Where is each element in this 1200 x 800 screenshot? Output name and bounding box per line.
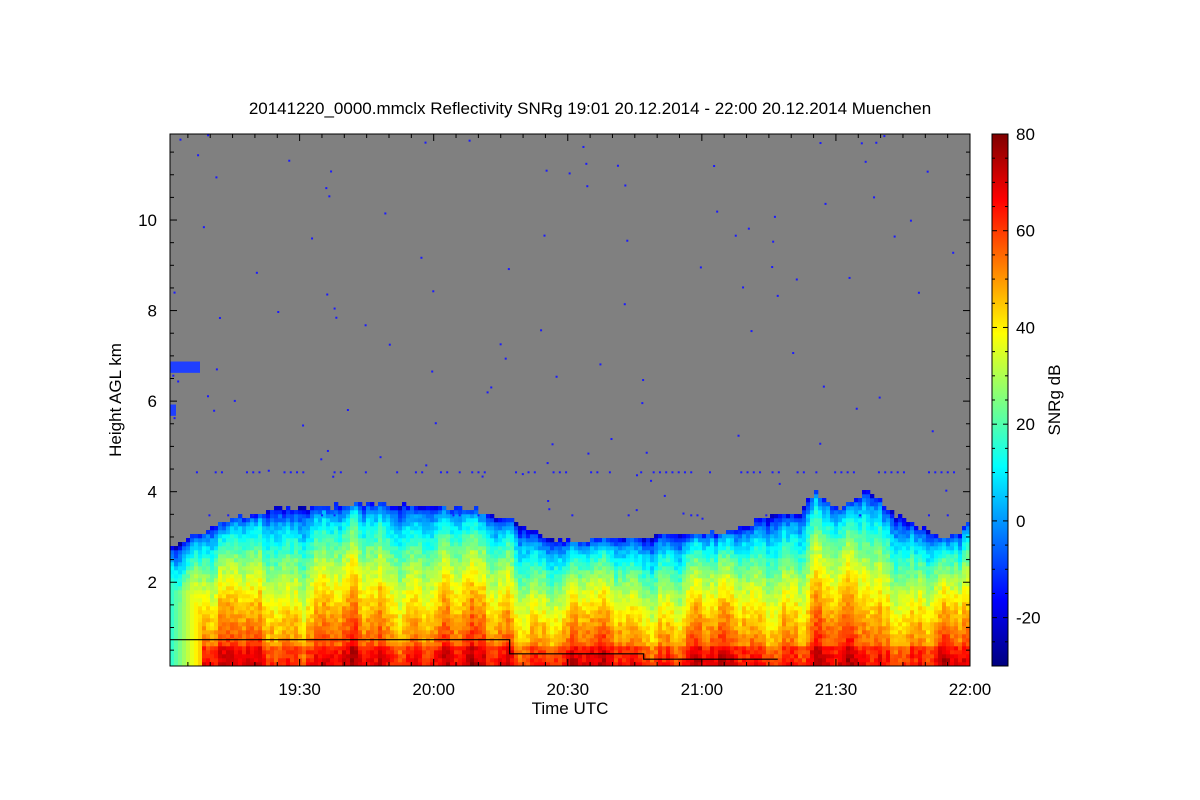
x-tick-label: 22:00 xyxy=(949,680,992,699)
y-tick-label: 10 xyxy=(138,211,157,230)
x-tick-label: 21:00 xyxy=(681,680,724,699)
colorbar-tick-label: -20 xyxy=(1016,609,1041,628)
x-tick-label: 21:30 xyxy=(815,680,858,699)
y-tick-label: 4 xyxy=(148,483,157,502)
step-line xyxy=(170,639,778,660)
x-axis-label: Time UTC xyxy=(532,699,609,718)
y-tick-label: 2 xyxy=(148,573,157,592)
colorbar-tick-label: 40 xyxy=(1016,318,1035,337)
chart-title: 20141220_0000.mmclx Reflectivity SNRg 19… xyxy=(249,99,931,118)
colorbar-tick-label: 80 xyxy=(1016,125,1035,144)
x-tick-label: 19:30 xyxy=(278,680,321,699)
y-tick-label: 6 xyxy=(148,392,157,411)
colorbar-label: SNRg dB xyxy=(1045,365,1064,436)
x-tick-label: 20:30 xyxy=(546,680,589,699)
noise-speckles xyxy=(170,134,956,520)
colorbar-tick-label: 0 xyxy=(1016,512,1025,531)
x-axis: 19:30 20:00 20:30 21:00 21:30 22:00 xyxy=(187,134,992,699)
x-tick-label: 20:00 xyxy=(412,680,455,699)
colorbar-tick-label: 60 xyxy=(1016,222,1035,241)
colorbar-tick-label: 20 xyxy=(1016,415,1035,434)
plot-frame xyxy=(169,133,971,667)
y-axis-label: Height AGL km xyxy=(106,343,125,457)
reflectivity-field xyxy=(170,490,970,666)
y-tick-label: 8 xyxy=(148,302,157,321)
y-axis: 2 4 6 8 10 xyxy=(138,151,970,651)
colorbar-axis: 80 60 40 20 0 -20 xyxy=(992,125,1041,667)
